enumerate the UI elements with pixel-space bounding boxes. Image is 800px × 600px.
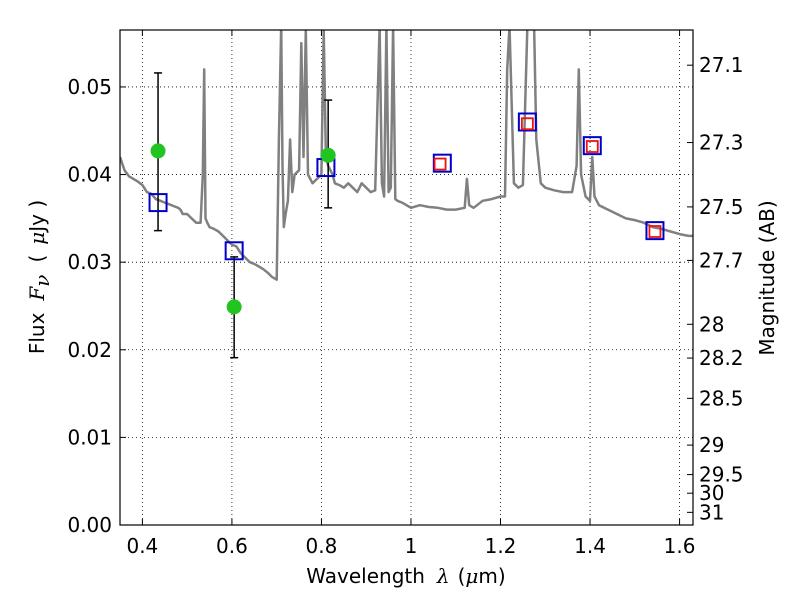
x-tick-label: 0.4 [126, 534, 158, 558]
red-square-marker [648, 225, 662, 238]
x-tick-label: 0.6 [216, 534, 248, 558]
x-tick-label: 1.6 [664, 534, 696, 558]
y-tick-label: 0.03 [67, 250, 112, 274]
red-square-marker [585, 140, 599, 153]
plot-background [120, 30, 693, 525]
blue-square-marker [645, 221, 665, 241]
y-axis-title: Flux Fν ( μJy ) [25, 200, 54, 354]
plot-frame [119, 29, 694, 526]
y2-tick-label: 29 [699, 433, 724, 457]
x-tick-label: 1.4 [574, 534, 606, 558]
y2-tick-label: 30 [699, 481, 724, 505]
y2-axis-title: Magnitude (AB) [755, 200, 779, 355]
red-square-marker [520, 117, 534, 131]
data-layer [120, 30, 693, 359]
x-tick-label: 0.8 [306, 534, 338, 558]
y2-tick-label: 28.5 [699, 386, 744, 410]
y2-tick-label: 27.3 [699, 131, 744, 155]
y2-tick-label: 27.1 [699, 53, 744, 77]
blue-square-marker [148, 193, 168, 213]
y2-tick-label: 31 [699, 500, 724, 524]
y2-tick-label: 29.5 [699, 463, 744, 487]
y2-tick-label: 27.5 [699, 195, 744, 219]
grid-lines [120, 30, 693, 526]
green-data-point [320, 147, 336, 163]
y-tick-label: 0.02 [67, 338, 112, 362]
spectrum-line [120, 30, 693, 281]
y2-tick-label: 28.2 [699, 346, 744, 370]
y-tick-label: 0.05 [67, 75, 112, 99]
blue-square-marker [517, 112, 537, 132]
y-tick-label: 0.04 [67, 163, 112, 187]
red-square-marker [433, 157, 447, 171]
y2-tick-label: 28 [699, 312, 724, 336]
x-tick-label: 1.2 [485, 534, 517, 558]
y-tick-label: 0.01 [67, 425, 112, 449]
x-tick-label: 1 [405, 534, 418, 558]
y-tick-label: 0.00 [67, 513, 112, 537]
blue-square-marker [224, 241, 244, 261]
axis-ticks: 0.4 0.6 0.8 1 1.2 1.4 1.6 0.00 0.01 0.02 0.03 0.04 0… [67, 30, 744, 558]
blue-square-marker [582, 136, 602, 156]
green-data-point [226, 299, 242, 315]
x-axis-title: Wavelength λ (μm) [306, 564, 505, 588]
green-data-point [150, 143, 166, 159]
y2-tick-label: 27.7 [699, 248, 744, 272]
